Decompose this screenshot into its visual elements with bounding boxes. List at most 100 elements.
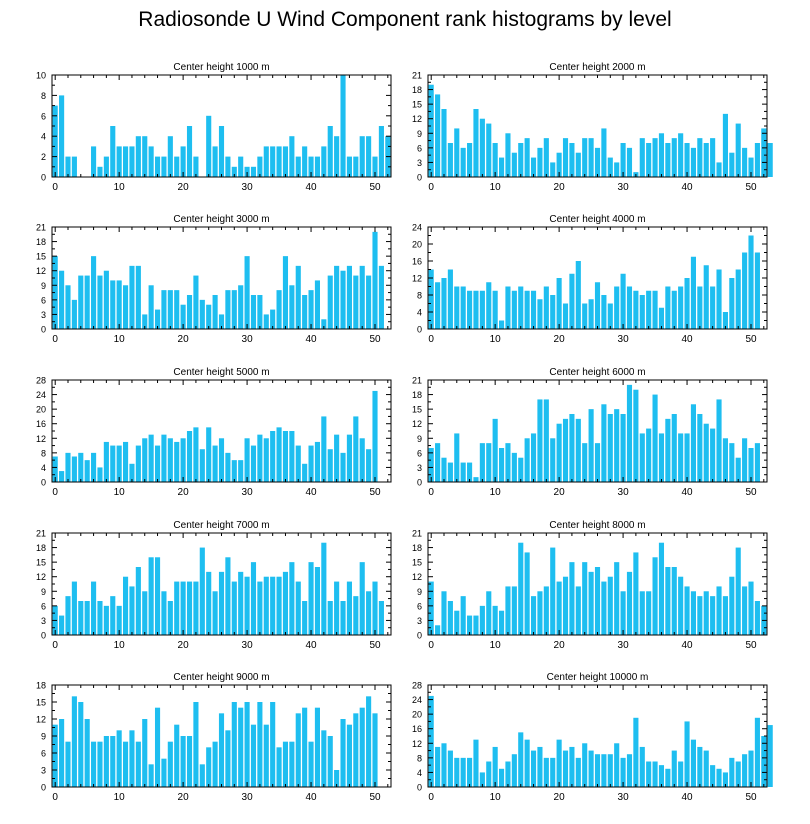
x-tick-label: 10	[490, 792, 502, 803]
y-tick-label: 3	[417, 158, 422, 168]
histogram-bar	[282, 431, 289, 482]
histogram-bar	[135, 741, 141, 787]
histogram-bar	[633, 389, 639, 482]
histogram-bar	[722, 312, 728, 329]
x-tick-label: 30	[618, 792, 630, 803]
x-tick-label: 20	[554, 487, 566, 498]
histogram-bar	[174, 581, 180, 635]
histogram-bar	[161, 290, 167, 329]
histogram-bar	[486, 591, 492, 635]
histogram-bar	[748, 750, 754, 787]
histogram-bar	[505, 761, 511, 787]
histogram-bar	[231, 702, 237, 787]
histogram-bar	[148, 434, 154, 482]
histogram-bar	[71, 696, 77, 787]
histogram-bar	[518, 732, 524, 787]
histogram-bar	[486, 123, 492, 177]
histogram-bar	[543, 286, 549, 329]
x-tick-label: 10	[114, 640, 126, 651]
histogram-bar	[447, 601, 453, 635]
histogram-bar	[722, 772, 728, 787]
histogram-bar	[607, 414, 613, 482]
y-tick-label: 20	[36, 405, 46, 415]
x-tick-label: 40	[681, 334, 693, 345]
histogram-bar	[129, 265, 135, 329]
histogram-bar	[295, 713, 301, 787]
histogram-bar	[530, 433, 537, 482]
histogram-bar	[295, 581, 301, 635]
y-tick-label: 18	[412, 390, 422, 400]
histogram-bar	[626, 754, 633, 787]
y-tick-label: 0	[417, 325, 422, 335]
histogram-bar	[180, 581, 186, 635]
histogram-bar	[359, 562, 365, 635]
y-tick-label: 16	[412, 257, 422, 267]
histogram-bar	[218, 438, 225, 482]
x-tick-label: 30	[618, 640, 630, 651]
histogram-bar	[97, 275, 103, 329]
histogram-bar	[314, 441, 320, 482]
histogram-bar	[671, 290, 677, 329]
histogram-bar	[334, 265, 340, 329]
histogram-bar	[123, 741, 129, 787]
histogram-bar	[142, 314, 148, 329]
x-tick-label: 10	[114, 792, 126, 803]
histogram-bar	[633, 290, 639, 329]
y-tick-label: 24	[36, 390, 46, 400]
histogram-bar	[499, 768, 505, 787]
y-tick-label: 12	[36, 715, 46, 725]
histogram-bar	[372, 581, 378, 635]
histogram-bar	[65, 452, 71, 482]
histogram-bar	[276, 576, 282, 635]
histogram-bar	[678, 133, 684, 177]
y-tick-label: 15	[412, 405, 422, 415]
histogram-bar	[748, 235, 754, 329]
y-tick-label: 15	[36, 558, 46, 568]
histogram-bar	[263, 576, 269, 635]
histogram-bar	[302, 707, 308, 787]
histogram-bar	[684, 278, 690, 329]
histogram-bar	[154, 557, 161, 635]
histogram-bar	[703, 423, 709, 482]
histogram-bar	[289, 136, 295, 177]
histogram-bar	[218, 713, 225, 787]
histogram-bar	[148, 285, 154, 329]
histogram-bar	[308, 741, 314, 787]
histogram-bar	[646, 143, 652, 177]
y-tick-label: 20	[412, 240, 422, 250]
histogram-bar	[620, 273, 626, 329]
histogram-bar	[180, 146, 186, 177]
panel-title: Center height 1000 m	[173, 62, 269, 73]
histogram-bar	[263, 724, 269, 787]
x-tick-label: 20	[554, 640, 566, 651]
x-tick-label: 0	[52, 487, 58, 498]
y-tick-label: 16	[412, 724, 422, 734]
histogram-bar	[767, 725, 773, 787]
histogram-bar	[78, 275, 84, 329]
histogram-bar	[620, 414, 626, 482]
y-tick-label: 18	[36, 681, 46, 691]
histogram-bar	[550, 547, 556, 635]
y-tick-label: 24	[412, 695, 422, 705]
histogram-bar	[366, 591, 372, 635]
histogram-bar	[639, 746, 645, 787]
y-tick-label: 8	[417, 291, 422, 301]
histogram-bar	[690, 404, 696, 482]
histogram-bar	[582, 743, 588, 787]
x-tick-label: 30	[242, 182, 254, 193]
histogram-bar	[212, 445, 218, 482]
histogram-bar	[103, 736, 109, 787]
histogram-bar	[479, 605, 485, 635]
histogram-panel: Center height 10000 m 0 10 20 30 40 50 0 4 8 12 16 2…	[412, 672, 773, 803]
histogram-bar	[460, 596, 466, 635]
histogram-bar	[748, 581, 754, 635]
histogram-bar	[282, 741, 289, 787]
histogram-bar	[588, 571, 594, 635]
histogram-bar	[562, 138, 569, 177]
histogram-bar	[174, 290, 180, 329]
histogram-bar	[537, 591, 543, 635]
y-tick-label: 16	[36, 419, 46, 429]
histogram-bar	[601, 404, 607, 482]
y-tick-label: 6	[417, 143, 422, 153]
x-tick-label: 50	[369, 640, 381, 651]
